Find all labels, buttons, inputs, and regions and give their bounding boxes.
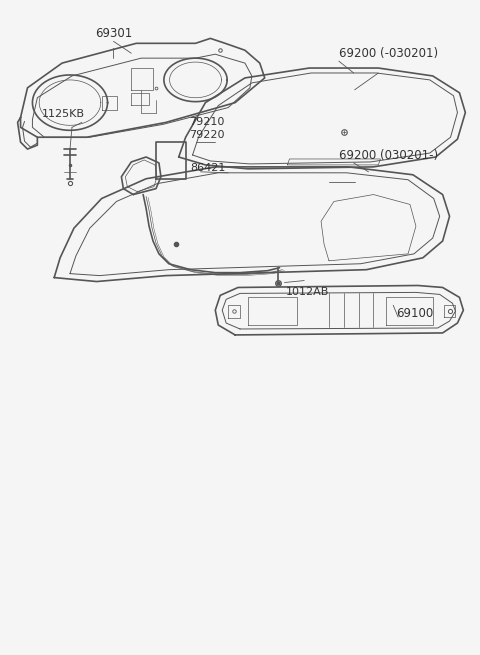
Text: 69100: 69100 <box>396 307 433 320</box>
Text: 69200 (030201-): 69200 (030201-) <box>339 149 438 162</box>
Text: 79220: 79220 <box>189 130 224 140</box>
Text: 79210: 79210 <box>189 117 224 127</box>
Text: 69200 (-030201): 69200 (-030201) <box>339 47 438 60</box>
Text: 86421: 86421 <box>191 163 226 173</box>
Text: 1125KB: 1125KB <box>42 109 85 119</box>
Text: 1012AB: 1012AB <box>286 288 329 297</box>
Text: 69301: 69301 <box>95 28 132 41</box>
